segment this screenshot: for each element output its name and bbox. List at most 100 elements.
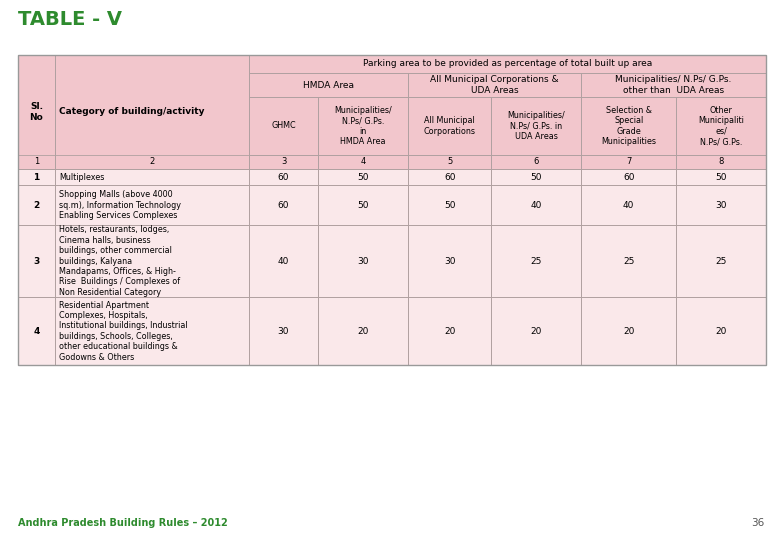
Bar: [55, 225, 249, 297]
Text: 60: 60: [278, 172, 289, 181]
Text: Multiplexes: Multiplexes: [59, 172, 105, 181]
Bar: [18, 169, 55, 185]
Bar: [581, 225, 676, 297]
Bar: [249, 185, 318, 225]
Bar: [318, 185, 408, 225]
Bar: [676, 155, 766, 169]
Bar: [249, 225, 318, 297]
Bar: [676, 297, 766, 365]
Text: 20: 20: [623, 327, 634, 335]
Text: 25: 25: [623, 256, 634, 266]
Text: All Municipal
Corporations: All Municipal Corporations: [424, 116, 476, 136]
Bar: [55, 155, 249, 169]
Text: 30: 30: [278, 327, 289, 335]
Bar: [55, 169, 249, 185]
Text: 60: 60: [444, 172, 456, 181]
Text: 20: 20: [357, 327, 369, 335]
Bar: [581, 155, 676, 169]
Bar: [249, 155, 318, 169]
Text: 1: 1: [34, 172, 40, 181]
Bar: [55, 55, 249, 169]
Bar: [581, 297, 676, 365]
Bar: [249, 97, 318, 155]
Bar: [18, 155, 55, 169]
Text: 50: 50: [530, 172, 542, 181]
Bar: [318, 169, 408, 185]
Bar: [408, 97, 491, 155]
Text: 50: 50: [357, 172, 369, 181]
Text: TABLE - V: TABLE - V: [18, 10, 122, 29]
Bar: [249, 297, 318, 365]
Bar: [581, 73, 766, 97]
Text: 60: 60: [623, 172, 634, 181]
Text: Sl.
No: Sl. No: [30, 102, 44, 122]
Bar: [491, 97, 581, 155]
Bar: [55, 297, 249, 365]
Text: 50: 50: [357, 200, 369, 210]
Text: 2: 2: [149, 158, 154, 166]
Text: 7: 7: [626, 158, 631, 166]
Bar: [408, 225, 491, 297]
Text: 4: 4: [34, 327, 40, 335]
Text: Parking area to be provided as percentage of total built up area: Parking area to be provided as percentag…: [363, 59, 652, 69]
Text: 2: 2: [34, 200, 40, 210]
Text: GHMC: GHMC: [271, 122, 296, 131]
Bar: [676, 185, 766, 225]
Bar: [318, 97, 408, 155]
Text: Category of building/activity: Category of building/activity: [59, 107, 204, 117]
Text: Municipalities/
N.Ps/ G.Ps.
in
HMDA Area: Municipalities/ N.Ps/ G.Ps. in HMDA Area: [335, 106, 392, 146]
Text: Other
Municipaliti
es/
N.Ps/ G.Ps.: Other Municipaliti es/ N.Ps/ G.Ps.: [698, 106, 744, 146]
Bar: [408, 297, 491, 365]
Bar: [408, 185, 491, 225]
Bar: [408, 155, 491, 169]
Text: 30: 30: [444, 256, 456, 266]
Text: 30: 30: [357, 256, 369, 266]
Bar: [408, 73, 581, 97]
Bar: [18, 55, 766, 365]
Text: Selection &
Special
Grade
Municipalities: Selection & Special Grade Municipalities: [601, 106, 656, 146]
Bar: [318, 297, 408, 365]
Bar: [581, 169, 676, 185]
Bar: [491, 169, 581, 185]
Text: 3: 3: [34, 256, 40, 266]
Bar: [491, 225, 581, 297]
Bar: [676, 225, 766, 297]
Bar: [249, 169, 318, 185]
Text: 20: 20: [444, 327, 456, 335]
Text: 36: 36: [750, 518, 764, 528]
Bar: [249, 73, 408, 97]
Bar: [318, 155, 408, 169]
Bar: [581, 97, 676, 155]
Text: Residential Apartment
Complexes, Hospitals,
Institutional buildings, Industrial
: Residential Apartment Complexes, Hospita…: [59, 300, 187, 361]
Bar: [581, 185, 676, 225]
Bar: [491, 185, 581, 225]
Bar: [18, 225, 55, 297]
Bar: [18, 55, 55, 169]
Text: 40: 40: [530, 200, 542, 210]
Bar: [318, 225, 408, 297]
Text: Hotels, restaurants, lodges,
Cinema halls, business
buildings, other commercial
: Hotels, restaurants, lodges, Cinema hall…: [59, 225, 180, 296]
Bar: [491, 297, 581, 365]
Text: Shopping Malls (above 4000
sq.m), Information Technology
Enabling Services Compl: Shopping Malls (above 4000 sq.m), Inform…: [59, 190, 181, 220]
Text: 25: 25: [530, 256, 542, 266]
Bar: [249, 55, 766, 73]
Text: Andhra Pradesh Building Rules – 2012: Andhra Pradesh Building Rules – 2012: [18, 518, 228, 528]
Text: 40: 40: [278, 256, 289, 266]
Bar: [55, 185, 249, 225]
Bar: [18, 185, 55, 225]
Text: 4: 4: [360, 158, 366, 166]
Text: 50: 50: [444, 200, 456, 210]
Text: 1: 1: [34, 158, 39, 166]
Text: 40: 40: [623, 200, 634, 210]
Bar: [491, 155, 581, 169]
Text: 8: 8: [718, 158, 724, 166]
Text: Municipalities/ N.Ps/ G.Ps.
other than  UDA Areas: Municipalities/ N.Ps/ G.Ps. other than U…: [615, 75, 732, 94]
Text: All Municipal Corporations &
UDA Areas: All Municipal Corporations & UDA Areas: [431, 75, 559, 94]
Text: 30: 30: [715, 200, 727, 210]
Text: Municipalities/
N.Ps/ G.Ps. in
UDA Areas: Municipalities/ N.Ps/ G.Ps. in UDA Areas: [508, 111, 566, 141]
Text: 20: 20: [715, 327, 727, 335]
Bar: [676, 97, 766, 155]
Bar: [408, 169, 491, 185]
Text: 6: 6: [534, 158, 539, 166]
Text: 20: 20: [530, 327, 542, 335]
